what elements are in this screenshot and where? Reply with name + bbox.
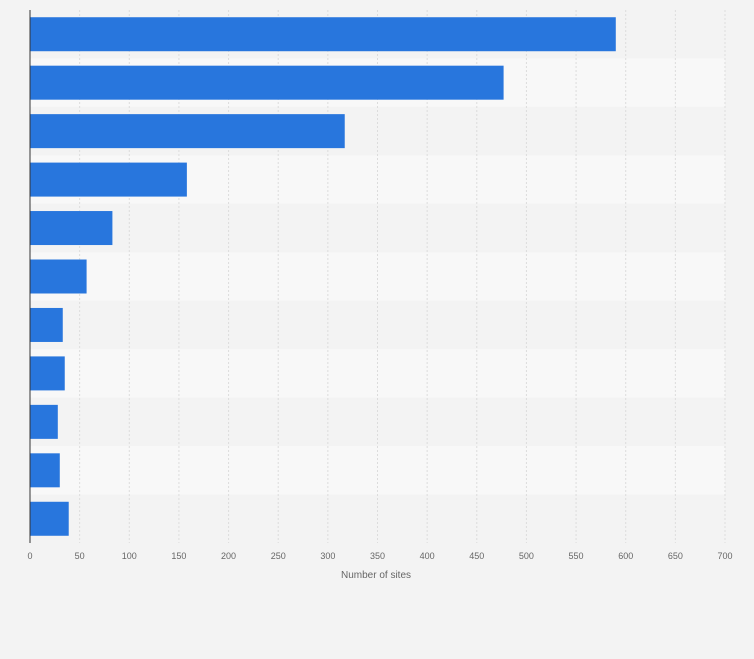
bar (30, 162, 187, 197)
bar (30, 404, 58, 439)
x-tick-label: 400 (420, 551, 435, 561)
x-tick-label: 300 (320, 551, 335, 561)
row-band (30, 349, 725, 398)
x-tick-label: 700 (717, 551, 732, 561)
x-tick-label: 100 (122, 551, 137, 561)
bar (30, 501, 69, 536)
bar (30, 65, 504, 100)
row-band (30, 252, 725, 301)
x-tick-label: 350 (370, 551, 385, 561)
x-tick-label: 600 (618, 551, 633, 561)
x-tick-label: 650 (668, 551, 683, 561)
bar (30, 211, 113, 246)
x-tick-label: 450 (469, 551, 484, 561)
x-tick-label: 0 (27, 551, 32, 561)
bar (30, 259, 87, 294)
x-tick-label: 250 (271, 551, 286, 561)
bar (30, 17, 616, 52)
x-tick-label: 150 (171, 551, 186, 561)
x-tick-label: 50 (75, 551, 85, 561)
bar (30, 453, 60, 488)
x-axis-title: Number of sites (341, 570, 411, 581)
bars (30, 17, 616, 536)
x-tick-label: 500 (519, 551, 534, 561)
x-tick-label: 200 (221, 551, 236, 561)
row-band (30, 300, 725, 350)
bar (30, 114, 345, 149)
bar (30, 356, 65, 391)
x-tick-label: 550 (569, 551, 584, 561)
bar (30, 307, 63, 342)
x-tick-labels: 0 50 100 150 200 250 300 350 400 450 500 550 600 650 7… (27, 551, 732, 561)
